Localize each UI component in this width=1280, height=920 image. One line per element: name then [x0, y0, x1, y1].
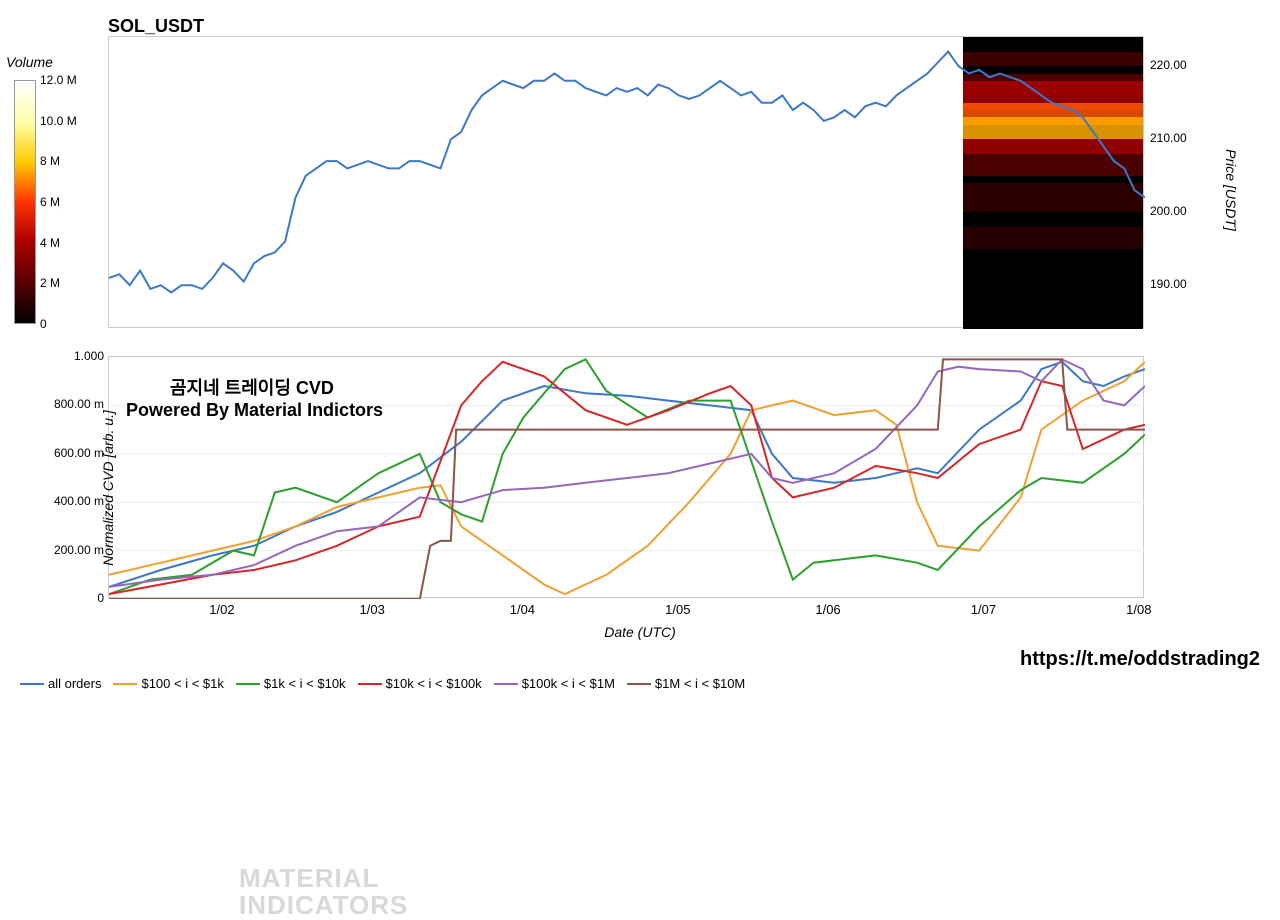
legend-item: all orders	[20, 676, 101, 691]
colorbar-title: Volume	[6, 54, 53, 70]
legend-label: $100 < i < $1k	[141, 676, 223, 691]
cvd-y-ticks: 1.000800.00 m600.00 m400.00 m200.00 m0	[48, 356, 104, 598]
legend-swatch	[113, 683, 137, 685]
cvd-y-label: Normalized CVD [arb. u.]	[100, 410, 116, 566]
price-chart	[108, 36, 1144, 328]
price-y-tick: 190.00	[1150, 277, 1187, 291]
x-tick: 1/07	[971, 602, 996, 617]
x-tick: 1/04	[510, 602, 535, 617]
legend-label: $1k < i < $10k	[264, 676, 346, 691]
colorbar-tick: 8 M	[40, 154, 60, 168]
legend-label: all orders	[48, 676, 101, 691]
legend-label: $10k < i < $100k	[386, 676, 482, 691]
cvd-y-tick: 200.00 m	[54, 543, 104, 557]
legend-swatch	[236, 683, 260, 685]
colorbar-tick: 0	[40, 317, 47, 331]
legend-label: $1M < i < $10M	[655, 676, 745, 691]
cvd-y-tick: 400.00 m	[54, 494, 104, 508]
cvd-y-tick: 0	[97, 591, 104, 605]
price-y-label: Price [USDT]	[1223, 149, 1239, 231]
colorbar-tick: 2 M	[40, 276, 60, 290]
legend-swatch	[20, 683, 44, 685]
legend-swatch	[627, 683, 651, 685]
colorbar-tick: 4 M	[40, 236, 60, 250]
cvd-title: 곰지네 트레이딩 CVD	[170, 374, 334, 400]
cvd-y-tick: 600.00 m	[54, 446, 104, 460]
cvd-y-tick: 1.000	[74, 349, 104, 363]
colorbar-tick: 12.0 M	[40, 73, 77, 87]
x-tick: 1/05	[665, 602, 690, 617]
cvd-subtitle: Powered By Material Indictors	[126, 400, 383, 421]
x-tick: 1/06	[815, 602, 840, 617]
chart-container: SOL_USDT Volume 12.0 M 10.0 M 8 M 6 M 4 M 2 M…	[0, 0, 1280, 697]
x-tick: 1/02	[209, 602, 234, 617]
x-axis-title: Date (UTC)	[0, 624, 1280, 640]
colorbar-tick: 6 M	[40, 195, 60, 209]
price-y-tick: 210.00	[1150, 131, 1187, 145]
colorbar-tick: 10.0 M	[40, 114, 77, 128]
price-y-tick: 220.00	[1150, 58, 1187, 72]
cvd-watermark: MATERIALINDICATORS	[239, 865, 408, 920]
x-tick: 1/03	[360, 602, 385, 617]
chart-title: SOL_USDT	[108, 16, 204, 37]
price-line-svg	[109, 37, 1145, 329]
legend-item: $10k < i < $100k	[358, 676, 482, 691]
legend-label: $100k < i < $1M	[522, 676, 615, 691]
legend-item: $1M < i < $10M	[627, 676, 745, 691]
legend-swatch	[358, 683, 382, 685]
x-tick: 1/08	[1126, 602, 1151, 617]
price-y-tick: 200.00	[1150, 204, 1187, 218]
legend-item: $1k < i < $10k	[236, 676, 346, 691]
legend-item: $100 < i < $1k	[113, 676, 223, 691]
footer-link: https://t.me/oddstrading2	[1020, 648, 1260, 671]
cvd-y-tick: 800.00 m	[54, 397, 104, 411]
legend: all orders $100 < i < $1k $1k < i < $10k $1…	[20, 676, 753, 691]
legend-swatch	[494, 683, 518, 685]
legend-item: $100k < i < $1M	[494, 676, 615, 691]
colorbar-gradient	[14, 80, 36, 324]
